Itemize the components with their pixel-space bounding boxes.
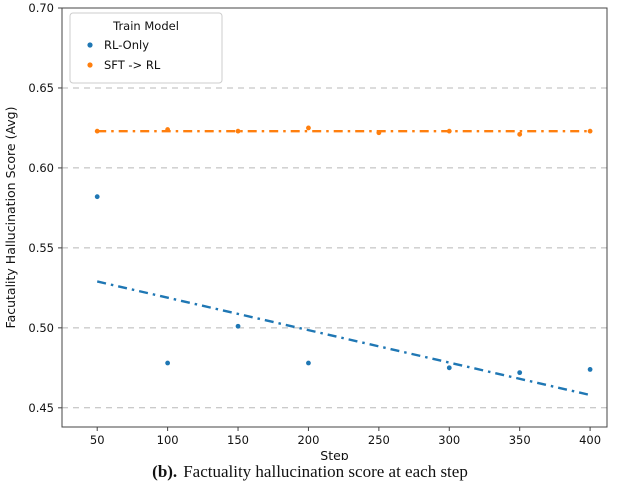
- legend-marker-icon: [87, 42, 93, 48]
- data-point: [165, 127, 171, 132]
- data-point: [587, 128, 593, 134]
- chart-canvas: 50 100 150 200 250 300 350 400 0.45 0.50 0.55 0.60 0…: [3, 1, 608, 460]
- data-point: [517, 131, 523, 137]
- x-tick-label: 150: [227, 433, 249, 447]
- data-point: [376, 130, 382, 136]
- x-tick-label: 400: [579, 433, 601, 447]
- x-tick-label: 100: [157, 433, 179, 447]
- data-point: [306, 360, 311, 366]
- data-point: [235, 128, 241, 134]
- legend-label: SFT -> RL: [104, 58, 161, 72]
- x-axis-label: Step: [320, 448, 349, 460]
- x-tick-label: 50: [90, 433, 105, 447]
- data-point: [306, 125, 311, 131]
- caption-label: (b).: [152, 462, 178, 481]
- x-tick-label: 300: [438, 433, 460, 447]
- legend-title: Train Model: [112, 19, 179, 33]
- y-tick-label: 0.55: [28, 241, 54, 255]
- data-point: [165, 360, 171, 366]
- y-tick-label: 0.60: [28, 161, 54, 175]
- trend-line-rl-only: [96, 280, 591, 397]
- figure-caption: (b). Factuality hallucination score at ea…: [0, 462, 620, 482]
- x-tick-label: 250: [368, 433, 390, 447]
- data-point: [446, 128, 452, 134]
- data-point: [587, 367, 593, 372]
- data-point: [517, 370, 523, 376]
- caption-text: Factuality hallucination score at each s…: [183, 462, 468, 481]
- y-tick-label: 0.50: [28, 321, 54, 335]
- data-point: [446, 365, 452, 371]
- legend: Train Model RL-Only SFT -> RL: [69, 12, 223, 84]
- plot-border: [61, 7, 608, 428]
- data-point: [235, 323, 241, 329]
- legend-label: RL-Only: [104, 38, 149, 52]
- y-tick-label: 0.65: [28, 81, 54, 95]
- legend-box: [69, 12, 223, 84]
- legend-marker-icon: [87, 62, 93, 68]
- y-tick-label: 0.70: [28, 1, 54, 15]
- data-point: [94, 194, 100, 200]
- x-tick-label: 350: [509, 433, 531, 447]
- y-axis-label: Facutality Hallucination Score (Avg): [3, 107, 18, 329]
- x-tick-label: 200: [297, 433, 319, 447]
- data-point: [94, 128, 100, 134]
- y-tick-label: 0.45: [28, 401, 54, 415]
